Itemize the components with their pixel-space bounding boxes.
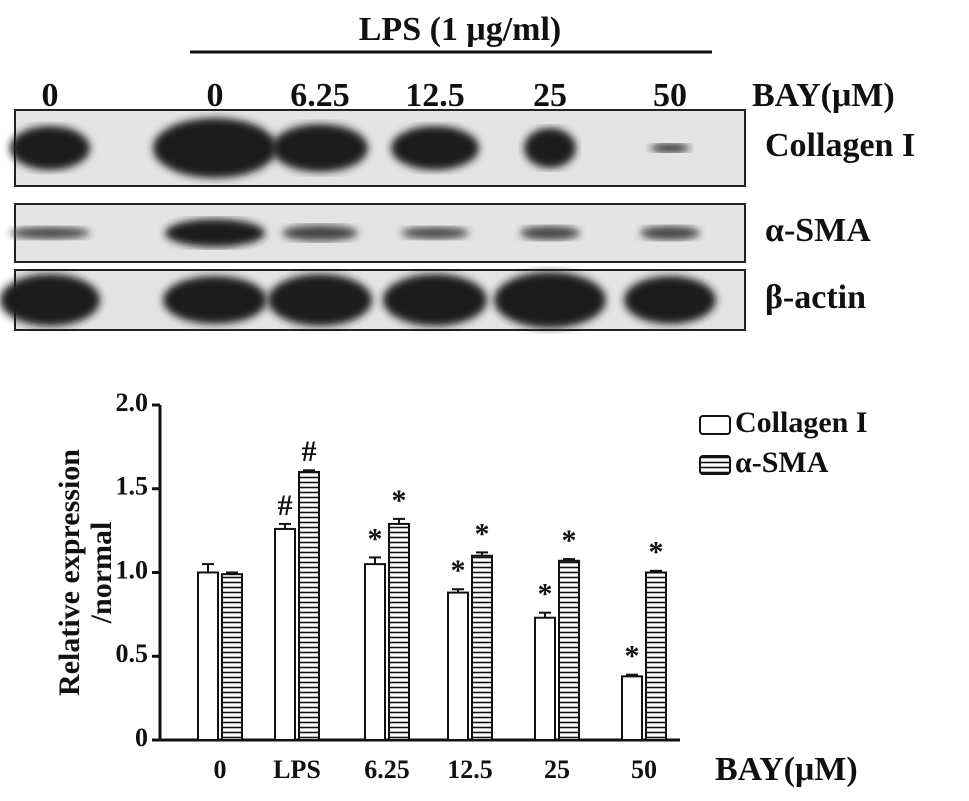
annotation: # bbox=[302, 435, 317, 468]
band bbox=[383, 274, 487, 326]
blot: 0 0 6.25 12.5 25 50 Collagen I α-SMA β-actin bbox=[0, 77, 915, 331]
legend-label: α-SMA bbox=[735, 446, 829, 479]
bar bbox=[274, 527, 296, 742]
x-tick-label: 6.25 bbox=[364, 755, 410, 784]
legend-label: Collagen I bbox=[735, 406, 868, 439]
chart: 0 0.5 1.0 1.5 2.0 Relative expression/normal 0… bbox=[53, 388, 868, 788]
bar bbox=[621, 675, 643, 741]
lane-label: 6.25 bbox=[290, 77, 350, 114]
row-label: β-actin bbox=[765, 279, 866, 316]
annotation: * bbox=[625, 640, 640, 673]
y-tick-label: 1.0 bbox=[116, 555, 149, 584]
bar bbox=[364, 563, 386, 741]
band bbox=[520, 226, 580, 240]
band bbox=[268, 274, 372, 326]
band bbox=[153, 118, 277, 178]
blot-strip bbox=[14, 269, 746, 331]
band bbox=[10, 126, 90, 170]
bar bbox=[471, 554, 493, 741]
lane-label: 50 bbox=[653, 77, 687, 114]
annotation: * bbox=[475, 517, 490, 550]
band bbox=[524, 128, 576, 168]
lane-label: 0 bbox=[42, 77, 59, 114]
bar bbox=[558, 559, 580, 742]
bar bbox=[447, 591, 469, 741]
y-axis-label: /normal bbox=[85, 522, 118, 625]
y-tick-label: 2.0 bbox=[116, 388, 149, 417]
bar bbox=[534, 616, 556, 741]
annotation: * bbox=[538, 578, 553, 611]
blot-strip bbox=[14, 109, 746, 187]
band bbox=[165, 219, 265, 247]
band bbox=[650, 144, 690, 152]
x-tick-label: 0 bbox=[214, 755, 227, 784]
band bbox=[272, 124, 368, 172]
x-tick-label: 25 bbox=[544, 755, 570, 784]
x-axis-label: BAY(μM) bbox=[715, 751, 858, 788]
annotation: * bbox=[451, 554, 466, 587]
row-label: Collagen I bbox=[765, 127, 915, 164]
y-tick-label: 1.5 bbox=[116, 472, 149, 501]
annotation: # bbox=[278, 489, 293, 522]
bar bbox=[221, 573, 243, 741]
bar bbox=[645, 571, 667, 741]
lane-label: 25 bbox=[533, 77, 567, 114]
band bbox=[10, 227, 90, 239]
bar bbox=[197, 571, 219, 741]
lane-label: 0 bbox=[207, 77, 224, 114]
y-tick-label: 0.5 bbox=[116, 639, 149, 668]
annotation: * bbox=[368, 522, 383, 555]
band bbox=[391, 126, 479, 170]
bar bbox=[388, 522, 410, 741]
band bbox=[640, 226, 700, 240]
row-label: α-SMA bbox=[765, 212, 871, 249]
legend-swatch bbox=[699, 415, 731, 435]
band bbox=[0, 274, 100, 326]
band bbox=[163, 276, 267, 324]
band bbox=[282, 225, 358, 241]
band bbox=[624, 276, 716, 324]
y-axis-label: Relative expression bbox=[53, 449, 86, 696]
band bbox=[401, 227, 469, 239]
bar bbox=[298, 471, 320, 741]
blot-strip bbox=[14, 203, 746, 263]
lps-header: LPS (1 μg/ml) bbox=[359, 11, 562, 48]
x-tick-label: LPS bbox=[273, 755, 321, 784]
x-tick-label: 12.5 bbox=[447, 755, 493, 784]
band bbox=[494, 272, 606, 328]
lane-label: 12.5 bbox=[405, 77, 465, 114]
x-tick-label: 50 bbox=[631, 755, 657, 784]
y-tick-label: 0 bbox=[135, 723, 148, 752]
annotation: * bbox=[392, 484, 407, 517]
annotation: * bbox=[649, 536, 664, 569]
blot-unit: BAY(μM) bbox=[752, 77, 895, 114]
legend-swatch bbox=[699, 455, 731, 475]
annotation: * bbox=[562, 524, 577, 557]
